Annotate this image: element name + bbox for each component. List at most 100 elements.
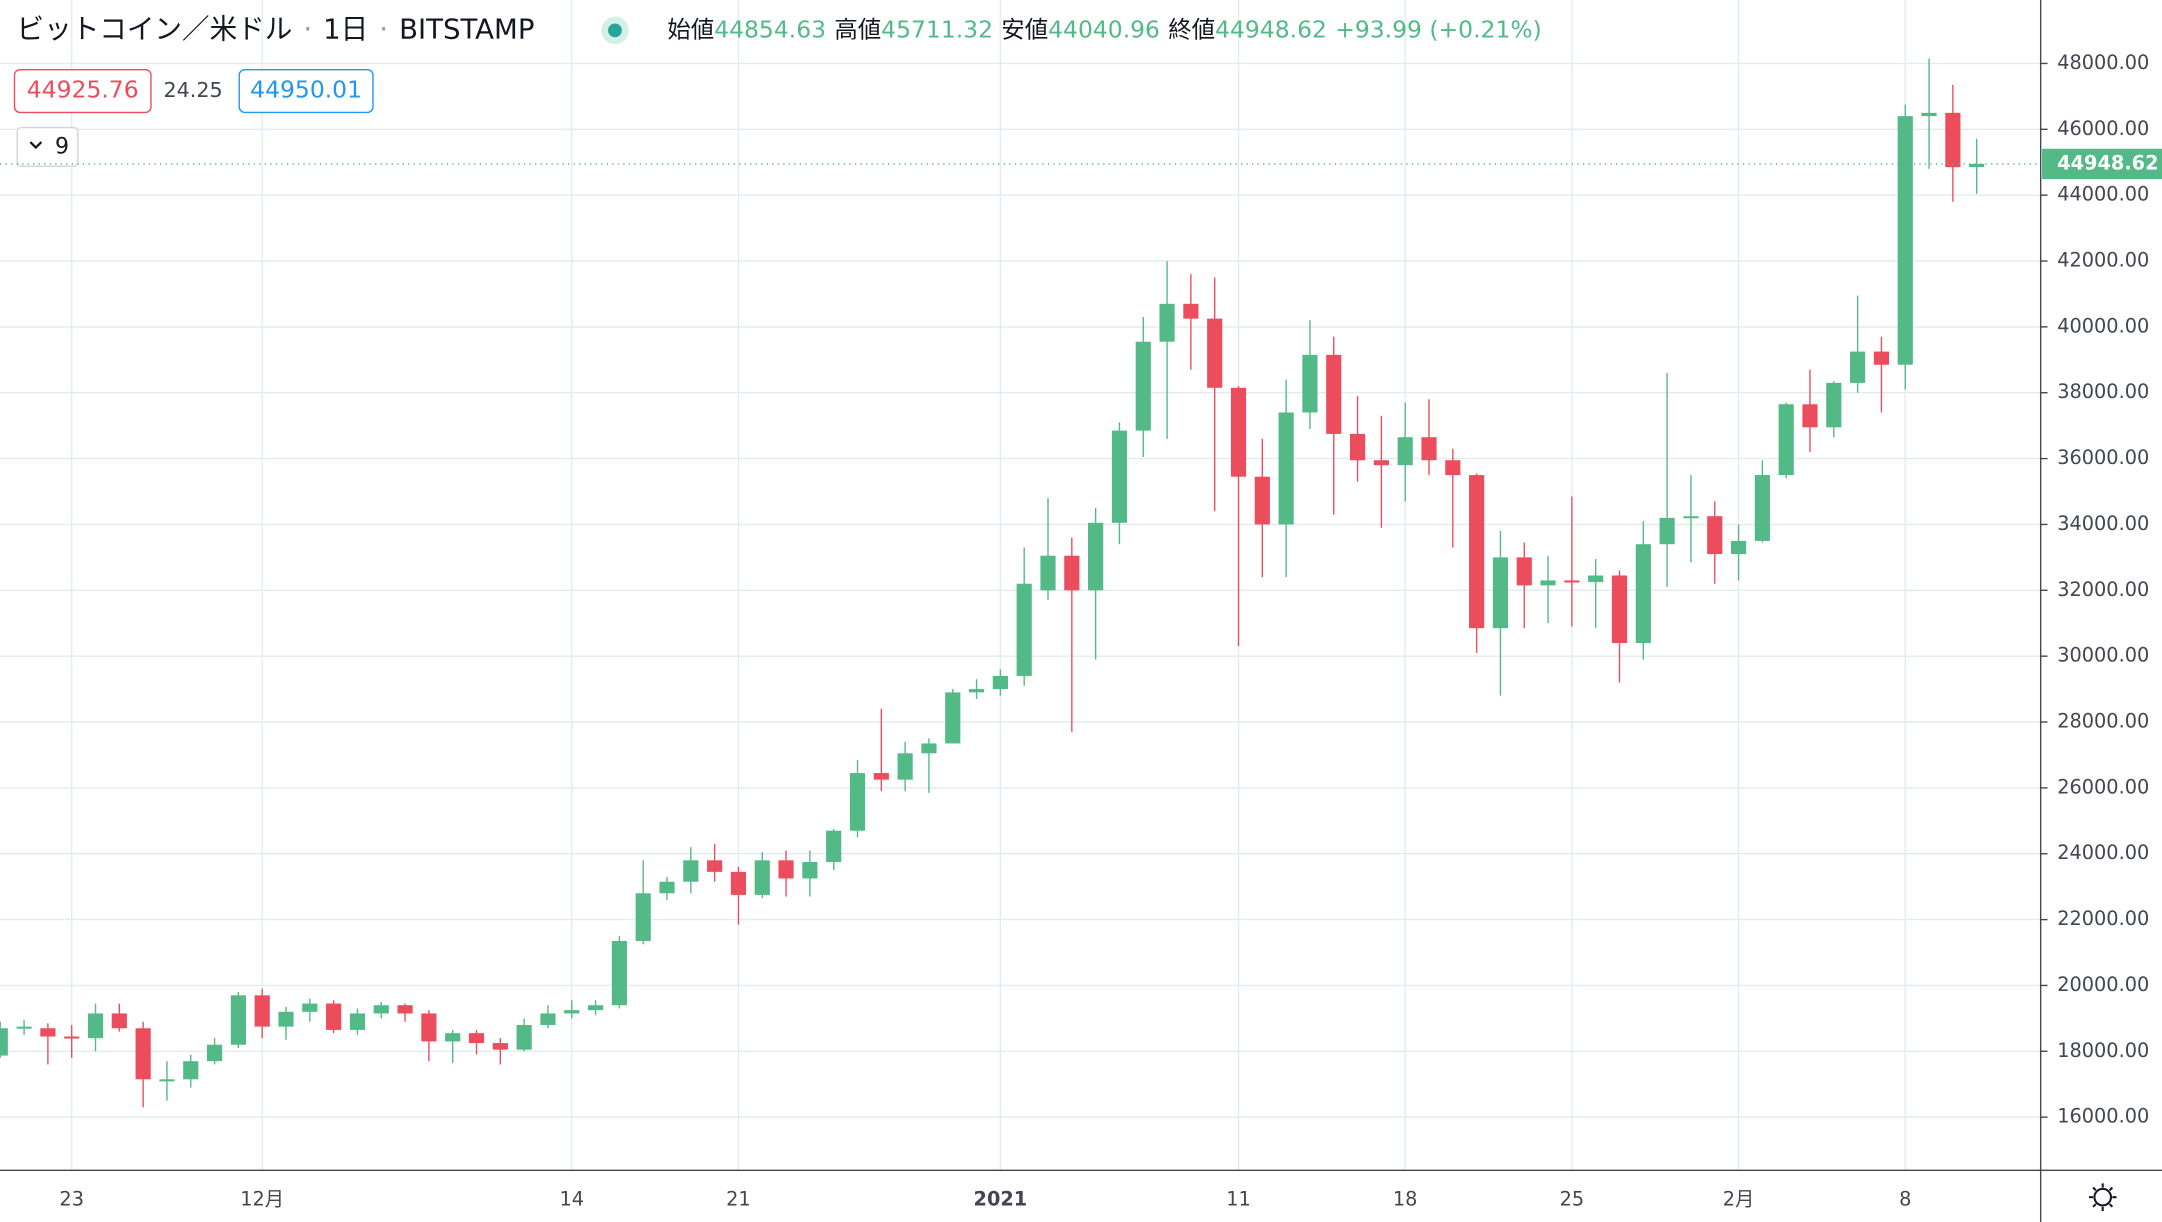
symbol-header: ビットコイン／米ドル · 1日 · BITSTAMP — [17, 12, 535, 45]
ohlc-label: 終値 — [1168, 15, 1215, 43]
candle-body — [206, 1044, 223, 1062]
bid-price[interactable]: 44925.76 — [27, 76, 139, 104]
sell-button[interactable] — [13, 68, 152, 114]
x-tick-label: 2月 — [1723, 1187, 1755, 1210]
ohlc-label: 始値 — [667, 15, 714, 43]
x-tick-label: 12月 — [240, 1187, 284, 1210]
candle-body — [826, 830, 842, 862]
candle-body — [1921, 112, 1937, 117]
candle-body — [1897, 116, 1913, 365]
candle-body — [1873, 351, 1890, 365]
candle-body — [1254, 476, 1270, 525]
indicator-count[interactable]: 9 — [55, 135, 69, 160]
last-price-label: 44948.62 — [2057, 151, 2158, 174]
candle-body — [1159, 303, 1175, 342]
candle-body — [1373, 460, 1389, 466]
candle-body — [349, 1013, 366, 1030]
candle-body — [849, 773, 866, 831]
candle-body — [1349, 433, 1366, 461]
ohlc-label: 高値 — [834, 15, 881, 43]
candle-body — [1707, 516, 1723, 555]
candle-body — [326, 1003, 342, 1030]
candle-body — [802, 861, 818, 879]
candle-body — [1016, 583, 1032, 676]
candle-body — [1278, 412, 1294, 525]
candle-body — [230, 995, 246, 1045]
x-tick-label: 21 — [726, 1187, 751, 1210]
x-tick-label: 14 — [559, 1187, 584, 1210]
y-tick-label: 32000.00 — [2057, 578, 2149, 601]
y-tick-label: 26000.00 — [2057, 775, 2149, 798]
candles — [0, 58, 1985, 1108]
candle-body — [707, 860, 723, 872]
y-tick-label: 38000.00 — [2057, 380, 2149, 403]
candle-body — [135, 1028, 151, 1080]
candle-body — [1302, 354, 1318, 413]
candle-body — [1445, 460, 1461, 476]
candle-body — [992, 675, 1008, 690]
ohlc-value: 44948.62 — [1215, 15, 1327, 43]
x-tick-label: 2021 — [974, 1187, 1028, 1210]
candle-body — [730, 871, 747, 895]
y-tick-label: 34000.00 — [2057, 512, 2149, 535]
buy-button[interactable] — [238, 68, 374, 114]
market-status-dot — [608, 23, 622, 38]
candle-body — [1850, 351, 1866, 383]
candle-body — [540, 1013, 556, 1025]
ohlc-value: 45711.32 — [881, 15, 993, 43]
candle-body — [1183, 303, 1199, 319]
candle-body — [1945, 112, 1961, 168]
candle-body — [778, 860, 794, 879]
chevron-icon[interactable] — [29, 141, 43, 150]
y-tick-label: 42000.00 — [2057, 249, 2149, 272]
candle-body — [0, 1028, 8, 1056]
candle-body — [564, 1010, 580, 1014]
candle-body — [1969, 163, 1985, 168]
x-tick-label: 11 — [1226, 1187, 1251, 1210]
y-tick-label: 24000.00 — [2057, 841, 2149, 864]
candle-body — [1778, 404, 1794, 476]
interval: 1日 — [323, 12, 368, 45]
candle-body — [1635, 544, 1651, 643]
candle-body — [183, 1061, 199, 1080]
candle-body — [1730, 540, 1747, 555]
y-tick-label: 22000.00 — [2057, 907, 2149, 930]
candle-body — [1516, 557, 1532, 586]
candle-body — [1088, 522, 1104, 591]
candle-body — [1230, 387, 1247, 477]
x-tick-label: 23 — [59, 1187, 84, 1210]
candle-body — [1826, 382, 1842, 428]
candle-body — [1683, 516, 1699, 519]
candle-body — [1540, 580, 1556, 586]
candle-body — [1207, 318, 1223, 388]
candle-body — [659, 881, 675, 894]
candle-body — [1111, 430, 1128, 523]
last-price-box — [2042, 148, 2162, 180]
x-tick-label: 25 — [1560, 1187, 1585, 1210]
candle-body — [468, 1033, 485, 1044]
candle-body — [302, 1003, 318, 1012]
candle-body — [1564, 580, 1580, 583]
ask-price[interactable]: 44950.01 — [250, 76, 362, 104]
candle-body — [1469, 475, 1485, 629]
candle-body — [516, 1024, 532, 1050]
candle-body — [968, 689, 985, 693]
candle-body — [1754, 475, 1770, 541]
ohlc-value: 44040.96 — [1048, 15, 1160, 43]
candle-body — [635, 893, 651, 941]
gear[interactable] — [2093, 1187, 2113, 1207]
candle-body — [1588, 575, 1604, 583]
separator: · — [379, 12, 388, 45]
y-tick-label: 16000.00 — [2057, 1105, 2149, 1128]
candle-body — [492, 1043, 508, 1050]
indicator-toggle[interactable] — [16, 126, 79, 167]
candle-body — [16, 1026, 32, 1029]
candle-body — [897, 753, 913, 780]
y-tick-label: 40000.00 — [2057, 314, 2149, 337]
candle-body — [1802, 404, 1818, 428]
candle-body — [87, 1013, 104, 1039]
x-tick-label: 18 — [1393, 1187, 1418, 1210]
candle-body — [1135, 341, 1151, 431]
candle-body — [587, 1005, 604, 1011]
